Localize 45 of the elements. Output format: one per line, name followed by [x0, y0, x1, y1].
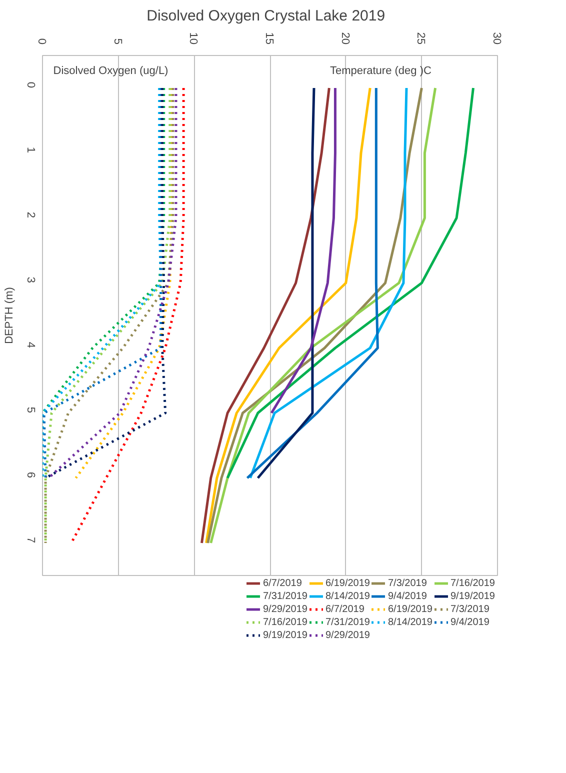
legend-label: 7/31/2019 — [326, 616, 370, 628]
line-series — [200, 86, 330, 544]
legend-label: 6/7/2019 — [263, 577, 302, 589]
annotation: Temperature (deg )C — [330, 65, 432, 78]
y-axis-title: DEPTH (m) — [4, 287, 16, 344]
line-series — [256, 86, 316, 480]
legend-label: 6/19/2019 — [326, 577, 370, 589]
legend-label: 7/16/2019 — [263, 616, 308, 628]
legend-label: 7/16/2019 — [450, 577, 495, 589]
legend-label: 7/3/2019 — [450, 603, 490, 615]
y-tick-label: 2 — [24, 212, 36, 218]
y-tick-label: 7 — [24, 536, 36, 544]
chart-title: Disolved Oxygen Crystal Lake 2019 — [146, 8, 386, 24]
y-tick-label: 1 — [24, 146, 36, 154]
y-tick-label: 4 — [24, 342, 36, 348]
x-tick-label: 25 — [414, 32, 427, 45]
legend-label: 9/4/2019 — [450, 616, 490, 628]
legend-label: 7/3/2019 — [388, 577, 427, 589]
y-tick-label: 6 — [24, 472, 36, 478]
legend-label: 6/7/2019 — [326, 603, 364, 615]
x-tick-label: 0 — [36, 38, 48, 45]
line-series — [270, 86, 336, 414]
line-series — [246, 86, 379, 480]
line-series — [249, 86, 408, 480]
y-tick-label: 5 — [24, 406, 36, 414]
line-series — [74, 86, 173, 480]
legend-label: 6/19/2019 — [388, 603, 432, 615]
legend-label: 8/14/2019 — [326, 590, 370, 602]
x-tick-label: 20 — [338, 32, 351, 45]
annotation: Disolved Oxygen (ug/L) — [53, 65, 168, 78]
legend-label: 9/4/2019 — [388, 590, 427, 602]
y-tick-label: 0 — [24, 82, 36, 88]
legend-label: 9/19/2019 — [263, 629, 308, 641]
legend-label: 9/29/2019 — [326, 629, 370, 641]
legend-label: 8/14/2019 — [388, 616, 432, 628]
line-series — [205, 86, 372, 544]
x-tick-label: 10 — [187, 32, 200, 45]
line-series — [226, 86, 474, 480]
y-tick-label: 3 — [24, 276, 36, 284]
legend-label: 9/19/2019 — [450, 590, 495, 602]
legend-label: 9/29/2019 — [263, 603, 308, 615]
legend-label: 7/31/2019 — [263, 590, 308, 602]
x-tick-label: 5 — [111, 38, 124, 45]
x-tick-label: 30 — [490, 32, 502, 45]
x-tick-label: 15 — [263, 32, 275, 45]
